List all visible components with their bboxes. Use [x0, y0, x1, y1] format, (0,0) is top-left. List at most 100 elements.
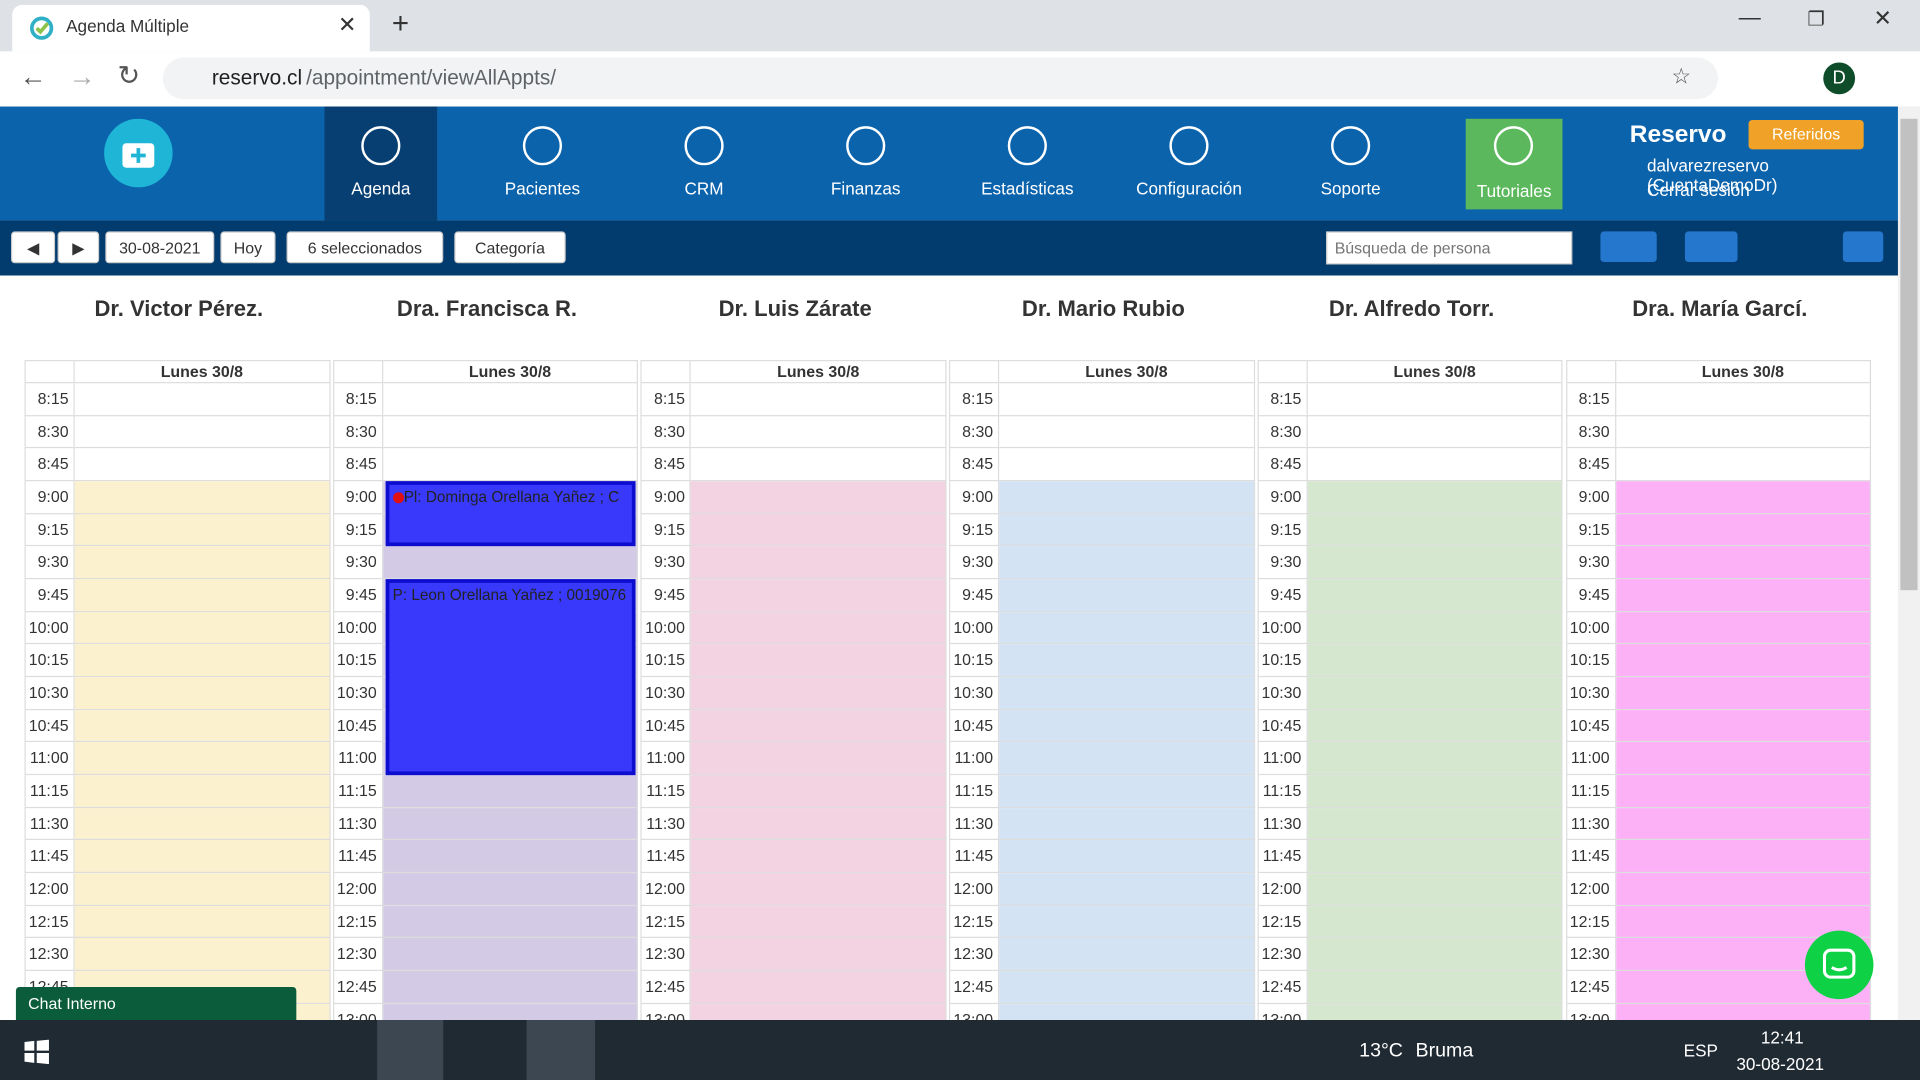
category-dropdown[interactable]: Categoría [454, 231, 566, 264]
slot[interactable] [999, 513, 1255, 547]
referidos-button[interactable]: Referidos [1748, 120, 1864, 150]
slot[interactable] [382, 546, 639, 580]
slot[interactable] [1307, 415, 1564, 449]
slot[interactable] [382, 415, 639, 449]
slot[interactable] [999, 415, 1255, 449]
prev-day[interactable]: ◀ [11, 231, 56, 264]
search-input[interactable] [1326, 231, 1573, 265]
slot[interactable] [1307, 611, 1564, 645]
nav-item[interactable]: Agenda [324, 106, 438, 221]
chrome-task[interactable] [377, 1020, 444, 1080]
slot[interactable] [382, 1003, 639, 1020]
close-window[interactable]: ✕ [1873, 6, 1892, 31]
slot[interactable] [1307, 840, 1564, 874]
date-button[interactable]: 30-08-2021 [105, 231, 215, 264]
slot[interactable] [74, 513, 331, 547]
slot[interactable] [1307, 644, 1564, 678]
slot[interactable] [74, 546, 331, 580]
slot[interactable] [691, 546, 947, 580]
slot[interactable] [1615, 579, 1872, 612]
slot[interactable] [1615, 742, 1872, 776]
slot[interactable] [691, 448, 947, 482]
slot[interactable] [1615, 611, 1872, 645]
slot[interactable] [74, 677, 331, 710]
slot[interactable] [691, 807, 947, 841]
nav-item[interactable]: Estadísticas [971, 107, 1084, 221]
people-button[interactable] [1600, 231, 1657, 263]
forward[interactable]: → [68, 61, 96, 92]
slot[interactable] [691, 481, 947, 514]
slot[interactable] [74, 383, 331, 416]
chat-tab[interactable]: Chat Interno [15, 986, 297, 1020]
slot[interactable] [1307, 873, 1564, 906]
slot[interactable] [691, 905, 947, 939]
slot[interactable] [691, 383, 947, 416]
nav-item[interactable]: Pacientes [486, 107, 599, 221]
slot[interactable] [1615, 513, 1872, 547]
tag-button[interactable] [1684, 231, 1738, 263]
slot[interactable] [999, 905, 1255, 939]
slot[interactable] [691, 840, 947, 874]
slot[interactable] [999, 611, 1255, 645]
next-day[interactable]: ▶ [57, 231, 100, 264]
slot[interactable] [999, 481, 1255, 514]
slot[interactable] [74, 938, 331, 972]
minimize[interactable]: — [1738, 4, 1761, 30]
slot[interactable] [999, 807, 1255, 841]
reload[interactable]: ↻ [117, 60, 141, 91]
slot[interactable] [382, 775, 639, 808]
slot[interactable] [999, 579, 1255, 612]
slot[interactable] [691, 579, 947, 612]
slot[interactable] [1615, 807, 1872, 841]
slot[interactable] [999, 873, 1255, 906]
slot[interactable] [999, 840, 1255, 874]
slot[interactable] [382, 938, 639, 972]
slot[interactable] [74, 905, 331, 939]
slot[interactable] [1307, 481, 1564, 514]
slot[interactable] [74, 775, 331, 808]
slot[interactable] [999, 677, 1255, 710]
slot[interactable] [1307, 677, 1564, 710]
slot[interactable] [382, 448, 639, 482]
slot[interactable] [74, 807, 331, 841]
slot[interactable] [1307, 807, 1564, 841]
slot[interactable] [1615, 677, 1872, 710]
slot[interactable] [74, 873, 331, 906]
slot[interactable] [1307, 938, 1564, 972]
slot[interactable] [1307, 448, 1564, 482]
chat-launcher[interactable] [1804, 930, 1874, 1000]
slot[interactable] [74, 481, 331, 514]
start[interactable] [24, 1039, 49, 1065]
logout[interactable]: Cerrar sesión [1646, 180, 1750, 200]
slot[interactable] [382, 905, 639, 939]
slot[interactable] [1307, 383, 1564, 416]
slot[interactable] [1615, 840, 1872, 874]
slot[interactable] [691, 644, 947, 678]
nav-item[interactable]: Finanzas [809, 107, 922, 221]
slot[interactable] [1615, 448, 1872, 482]
slot[interactable] [1615, 415, 1872, 449]
slot[interactable] [382, 807, 639, 841]
slot[interactable] [999, 1003, 1255, 1020]
appointment[interactable]: Pl: Dominga Orellana Yañez ; C [385, 481, 636, 547]
slot[interactable] [382, 971, 639, 1004]
slot[interactable] [74, 611, 331, 645]
slot[interactable] [691, 677, 947, 710]
slot[interactable] [999, 546, 1255, 580]
slot[interactable] [1615, 775, 1872, 808]
new-tab[interactable]: + [391, 7, 409, 41]
slot[interactable] [691, 873, 947, 906]
slot[interactable] [999, 448, 1255, 482]
slot[interactable] [999, 938, 1255, 972]
slot[interactable] [691, 513, 947, 547]
slot[interactable] [382, 383, 639, 416]
slot[interactable] [999, 742, 1255, 776]
scroll-thumb[interactable] [1900, 118, 1918, 591]
scrollbar[interactable] [1897, 106, 1920, 1020]
user-name[interactable]: dalvarezreservo (CuentaDemoDr) [1646, 155, 1778, 195]
slot[interactable] [691, 971, 947, 1004]
nav-item[interactable]: CRM [648, 107, 761, 221]
slot[interactable] [74, 448, 331, 482]
restore[interactable]: ❐ [1807, 9, 1825, 31]
close-tab[interactable]: ✕ [337, 12, 357, 37]
